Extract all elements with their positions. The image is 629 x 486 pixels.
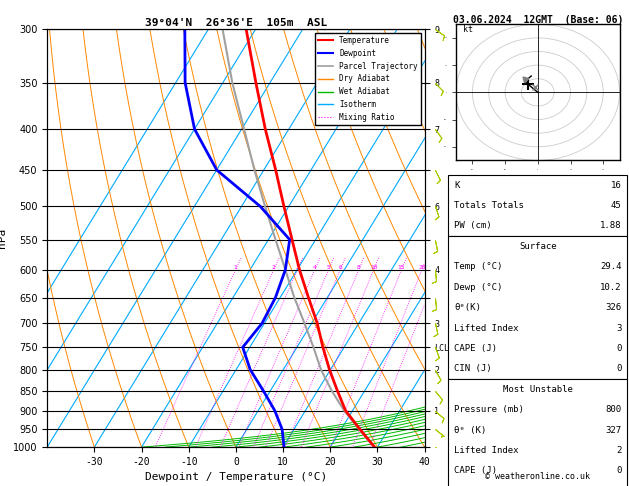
- Text: Mixing Ratio (g/kg): Mixing Ratio (g/kg): [493, 191, 501, 286]
- Text: 8: 8: [357, 265, 360, 270]
- Text: Dewp (°C): Dewp (°C): [454, 283, 503, 292]
- Text: 15: 15: [398, 265, 405, 270]
- Title: 39°04'N  26°36'E  105m  ASL: 39°04'N 26°36'E 105m ASL: [145, 18, 327, 28]
- X-axis label: Dewpoint / Temperature (°C): Dewpoint / Temperature (°C): [145, 472, 327, 483]
- Text: 3: 3: [616, 324, 621, 332]
- Y-axis label: hPa: hPa: [0, 228, 8, 248]
- Text: 03.06.2024  12GMT  (Base: 06): 03.06.2024 12GMT (Base: 06): [453, 15, 623, 25]
- Text: Lifted Index: Lifted Index: [454, 324, 518, 332]
- Text: 0: 0: [616, 467, 621, 475]
- Text: 29.4: 29.4: [600, 262, 621, 271]
- Text: 327: 327: [606, 426, 621, 434]
- Text: CAPE (J): CAPE (J): [454, 344, 497, 353]
- Text: PW (cm): PW (cm): [454, 222, 491, 230]
- Text: 3: 3: [296, 265, 299, 270]
- Text: 10.2: 10.2: [600, 283, 621, 292]
- Text: CIN (J): CIN (J): [454, 364, 491, 373]
- Text: 10: 10: [370, 265, 377, 270]
- Text: 0: 0: [616, 344, 621, 353]
- FancyBboxPatch shape: [448, 175, 627, 236]
- Text: 16: 16: [611, 181, 621, 190]
- Text: θᵉ (K): θᵉ (K): [454, 426, 486, 434]
- Text: θᵉ(K): θᵉ(K): [454, 303, 481, 312]
- Text: Lifted Index: Lifted Index: [454, 446, 518, 455]
- Text: 5: 5: [326, 265, 330, 270]
- Text: Totals Totals: Totals Totals: [454, 201, 524, 210]
- Text: Surface: Surface: [519, 242, 557, 251]
- Text: Pressure (mb): Pressure (mb): [454, 405, 524, 414]
- Text: Most Unstable: Most Unstable: [503, 385, 573, 394]
- Text: 20: 20: [418, 265, 426, 270]
- Text: CAPE (J): CAPE (J): [454, 467, 497, 475]
- Text: kt: kt: [462, 25, 472, 35]
- Text: 1: 1: [234, 265, 237, 270]
- Y-axis label: km
ASL: km ASL: [452, 229, 474, 247]
- Text: 1.88: 1.88: [600, 222, 621, 230]
- Text: 4: 4: [313, 265, 316, 270]
- Text: 326: 326: [606, 303, 621, 312]
- Legend: Temperature, Dewpoint, Parcel Trajectory, Dry Adiabat, Wet Adiabat, Isotherm, Mi: Temperature, Dewpoint, Parcel Trajectory…: [314, 33, 421, 125]
- Text: Temp (°C): Temp (°C): [454, 262, 503, 271]
- Text: K: K: [454, 181, 459, 190]
- FancyBboxPatch shape: [448, 236, 627, 379]
- Text: 2: 2: [616, 446, 621, 455]
- Text: 800: 800: [606, 405, 621, 414]
- Text: 6: 6: [338, 265, 342, 270]
- Text: 2: 2: [272, 265, 276, 270]
- Text: 45: 45: [611, 201, 621, 210]
- Text: © weatheronline.co.uk: © weatheronline.co.uk: [486, 472, 590, 481]
- Text: 0: 0: [616, 364, 621, 373]
- FancyBboxPatch shape: [448, 379, 627, 486]
